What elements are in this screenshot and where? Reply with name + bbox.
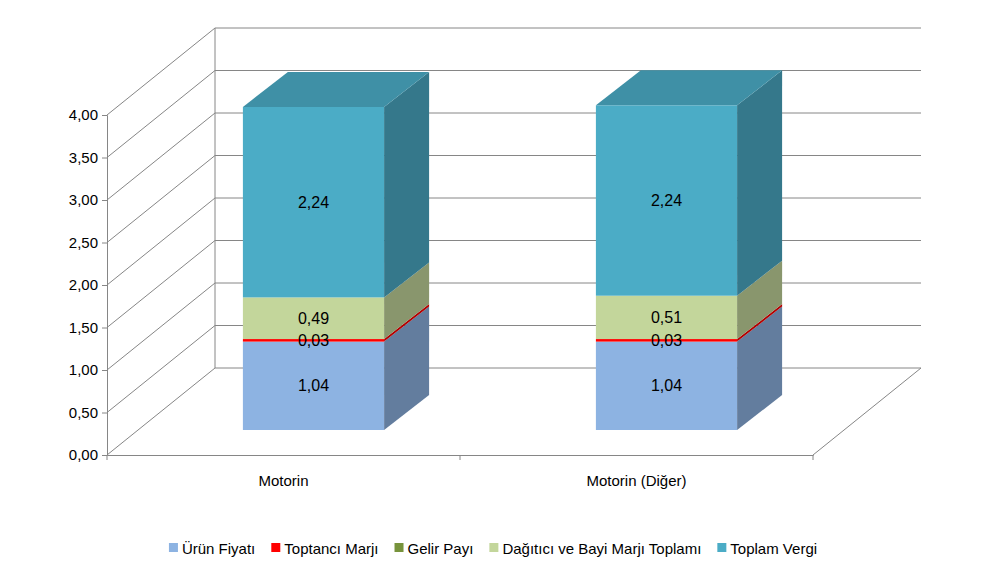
legend-swatch bbox=[395, 543, 404, 552]
bar-side bbox=[384, 72, 429, 297]
legend-swatch bbox=[169, 543, 178, 552]
legend-swatch bbox=[271, 543, 280, 552]
legend-swatch bbox=[717, 543, 726, 552]
grid-line-side bbox=[107, 71, 215, 158]
y-tick-mark bbox=[102, 243, 107, 244]
y-tick: 3,50 bbox=[69, 149, 107, 166]
y-tick: 2,00 bbox=[69, 276, 107, 293]
bar-top bbox=[243, 72, 429, 107]
grid-line-side bbox=[107, 326, 215, 413]
data-label: 2,24 bbox=[651, 192, 682, 209]
legend-item: Toptancı Marjı bbox=[271, 540, 378, 557]
y-tick-label: 1,50 bbox=[69, 319, 98, 336]
y-tick-label: 2,50 bbox=[69, 234, 98, 251]
data-label: 0,51 bbox=[651, 309, 682, 326]
x-axis: Motorin Motorin (Diğer) bbox=[107, 455, 814, 489]
chart: 0,00 0,50 1,00 1,50 2,00 2,50 3,00 3,50 4,00 Moto… bbox=[0, 0, 986, 578]
data-labels: 1,04 0,03 0,49 2,24 1,04 0,03 0,51 2,24 bbox=[298, 192, 682, 394]
grid-line-side bbox=[107, 113, 215, 200]
legend-item: Ürün Fiyatı bbox=[169, 540, 255, 557]
bar-front bbox=[596, 105, 737, 295]
y-tick-mark bbox=[102, 158, 107, 159]
legend-label: Dağıtıcı ve Bayi Marjı Toplamı bbox=[502, 540, 701, 557]
y-tick-mark bbox=[102, 455, 107, 456]
y-tick-mark bbox=[102, 328, 107, 329]
grid-line-side bbox=[107, 198, 215, 285]
grid-line-side bbox=[107, 156, 215, 243]
bar-segment bbox=[596, 70, 782, 295]
data-label: 2,24 bbox=[298, 194, 329, 211]
data-label: 1,04 bbox=[298, 377, 329, 394]
y-tick: 2,50 bbox=[69, 234, 107, 251]
x-boundary-mark bbox=[813, 455, 814, 460]
x-tick-label: Motorin (Diğer) bbox=[586, 472, 686, 489]
grid-line-side bbox=[107, 283, 215, 370]
bar-side bbox=[737, 70, 782, 295]
legend-label: Toptancı Marjı bbox=[284, 540, 378, 557]
data-label: 0,03 bbox=[651, 332, 682, 349]
legend-item: Gelir Payı bbox=[395, 540, 474, 557]
legend: Ürün Fiyatı Toptancı Marjı Gelir Payı Dağıt… bbox=[169, 540, 817, 557]
y-tick-label: 1,00 bbox=[69, 361, 98, 378]
x-tick: Motorin (Diğer) bbox=[586, 455, 686, 489]
x-boundary-mark bbox=[460, 455, 461, 460]
grid-line-side bbox=[107, 241, 215, 328]
y-tick-label: 4,00 bbox=[69, 106, 98, 123]
y-tick-mark bbox=[102, 370, 107, 371]
y-tick-label: 0,00 bbox=[69, 446, 98, 463]
y-tick-mark bbox=[102, 200, 107, 201]
bar-front bbox=[596, 342, 737, 430]
x-tick-label: Motorin bbox=[258, 472, 308, 489]
y-tick: 3,00 bbox=[69, 191, 107, 208]
y-tick: 4,00 bbox=[69, 106, 107, 123]
bar-top bbox=[596, 70, 782, 105]
data-label: 0,03 bbox=[298, 332, 329, 349]
legend-swatch bbox=[489, 543, 498, 552]
y-tick-label: 0,50 bbox=[69, 404, 98, 421]
bars bbox=[243, 70, 782, 430]
legend-item: Dağıtıcı ve Bayi Marjı Toplamı bbox=[489, 540, 701, 557]
y-tick: 1,00 bbox=[69, 361, 107, 378]
bar-segment bbox=[243, 72, 429, 297]
floor-edge bbox=[813, 368, 921, 455]
legend-label: Gelir Payı bbox=[408, 540, 474, 557]
y-tick-label: 3,50 bbox=[69, 149, 98, 166]
legend-label: Toplam Vergi bbox=[730, 540, 817, 557]
y-tick-label: 3,00 bbox=[69, 191, 98, 208]
x-boundary-mark bbox=[107, 455, 108, 460]
y-tick-label: 2,00 bbox=[69, 276, 98, 293]
y-axis-line bbox=[102, 116, 108, 456]
data-label: 1,04 bbox=[651, 377, 682, 394]
x-tick: Motorin bbox=[258, 455, 308, 489]
grid bbox=[107, 28, 921, 455]
walls bbox=[215, 28, 921, 455]
y-tick: 0,50 bbox=[69, 404, 107, 421]
bar-front bbox=[243, 342, 384, 430]
legend-label: Ürün Fiyatı bbox=[182, 540, 255, 557]
y-axis: 0,00 0,50 1,00 1,50 2,00 2,50 3,00 3,50 4,00 bbox=[69, 106, 108, 463]
back-wall-edge bbox=[215, 28, 216, 368]
grid-line-side bbox=[107, 28, 215, 115]
y-tick: 1,50 bbox=[69, 319, 107, 336]
bar-front bbox=[243, 107, 384, 297]
y-tick-mark bbox=[102, 413, 107, 414]
data-label: 0,49 bbox=[298, 310, 329, 327]
y-tick: 0,00 bbox=[69, 446, 107, 463]
y-tick-mark bbox=[102, 115, 107, 116]
y-tick-mark bbox=[102, 285, 107, 286]
legend-item: Toplam Vergi bbox=[717, 540, 817, 557]
grid-line bbox=[215, 28, 921, 29]
grid-line-side bbox=[107, 368, 215, 455]
grid-line bbox=[215, 70, 921, 71]
